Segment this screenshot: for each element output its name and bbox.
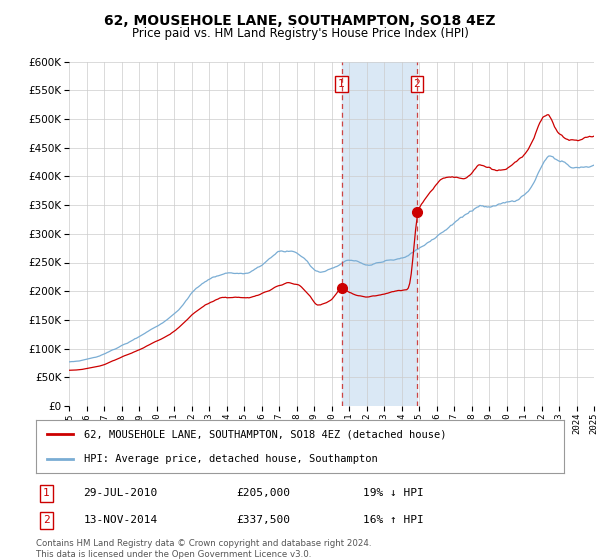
Text: Price paid vs. HM Land Registry's House Price Index (HPI): Price paid vs. HM Land Registry's House …	[131, 27, 469, 40]
Text: £337,500: £337,500	[236, 515, 290, 525]
Text: 1: 1	[338, 79, 345, 89]
Text: 29-JUL-2010: 29-JUL-2010	[83, 488, 158, 498]
Text: 2: 2	[413, 79, 420, 89]
Text: 13-NOV-2014: 13-NOV-2014	[83, 515, 158, 525]
Text: HPI: Average price, detached house, Southampton: HPI: Average price, detached house, Sout…	[83, 454, 377, 464]
Text: 2: 2	[43, 515, 50, 525]
Text: 16% ↑ HPI: 16% ↑ HPI	[364, 515, 424, 525]
Text: £205,000: £205,000	[236, 488, 290, 498]
Text: 19% ↓ HPI: 19% ↓ HPI	[364, 488, 424, 498]
Bar	[341, 62, 417, 406]
Text: 62, MOUSEHOLE LANE, SOUTHAMPTON, SO18 4EZ: 62, MOUSEHOLE LANE, SOUTHAMPTON, SO18 4E…	[104, 14, 496, 28]
Text: 1: 1	[43, 488, 50, 498]
Text: Contains HM Land Registry data © Crown copyright and database right 2024.
This d: Contains HM Land Registry data © Crown c…	[36, 539, 371, 559]
Text: 62, MOUSEHOLE LANE, SOUTHAMPTON, SO18 4EZ (detached house): 62, MOUSEHOLE LANE, SOUTHAMPTON, SO18 4E…	[83, 430, 446, 440]
